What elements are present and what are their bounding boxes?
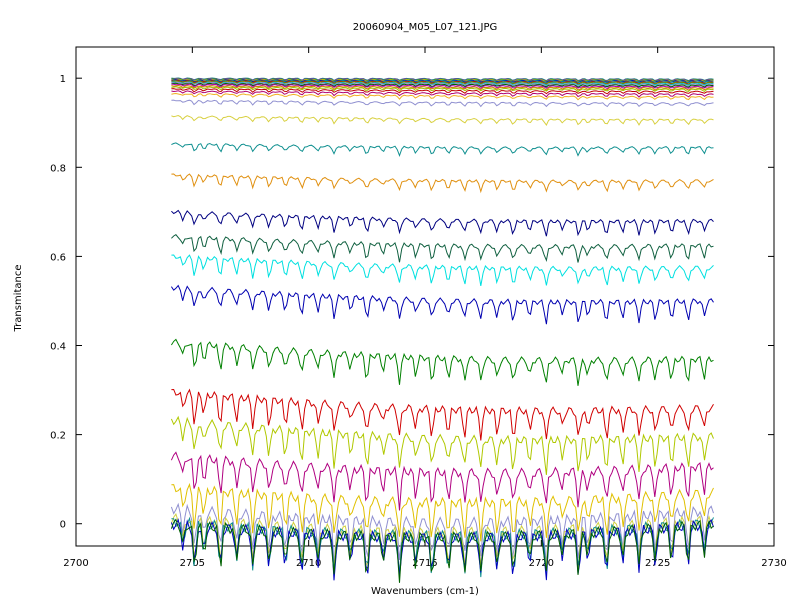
series-line — [171, 388, 714, 441]
x-axis-ticks: 2700 2705 2710 2715 2720 2725 2730 — [63, 47, 787, 569]
series-line — [171, 142, 714, 157]
y-tick-label: 0 — [60, 520, 66, 531]
x-tick-label: 2710 — [296, 558, 321, 569]
series-line — [171, 90, 714, 98]
series-lines — [170, 77, 714, 583]
series-line — [170, 451, 714, 511]
x-axis-title: Wavenumbers (cm-1) — [371, 586, 479, 597]
y-tick-label: 0.4 — [50, 342, 66, 353]
series-line — [170, 284, 714, 325]
series-line — [171, 88, 714, 95]
series-line — [171, 173, 714, 194]
series-line — [171, 84, 714, 91]
x-tick-label: 2730 — [761, 558, 786, 569]
series-line — [171, 482, 714, 542]
series-line — [171, 234, 714, 263]
x-tick-label: 2715 — [412, 558, 437, 569]
series-line — [170, 518, 714, 583]
series-line — [170, 518, 714, 581]
series-line — [171, 254, 714, 286]
x-tick-label: 2700 — [63, 558, 88, 569]
x-tick-label: 2720 — [529, 558, 554, 569]
x-tick-label: 2705 — [180, 558, 205, 569]
y-tick-label: 0.8 — [50, 163, 66, 174]
series-line — [171, 99, 714, 108]
series-line — [171, 209, 714, 237]
y-axis-ticks: 0 0.2 0.4 0.6 0.8 1 — [50, 74, 774, 531]
series-line — [171, 114, 714, 126]
y-tick-label: 0.2 — [50, 431, 66, 442]
y-tick-label: 1 — [60, 74, 66, 85]
y-tick-label: 0.6 — [50, 252, 66, 263]
series-line — [170, 415, 714, 475]
series-line — [171, 83, 714, 90]
series-line — [170, 512, 714, 578]
chart-title: 20060904_M05_L07_121.JPG — [353, 22, 498, 33]
series-line — [171, 92, 714, 101]
series-line — [170, 338, 714, 386]
y-axis-title: Transmitance — [13, 265, 24, 333]
series-line — [171, 82, 714, 88]
series-line — [171, 86, 714, 93]
x-tick-label: 2725 — [645, 558, 670, 569]
